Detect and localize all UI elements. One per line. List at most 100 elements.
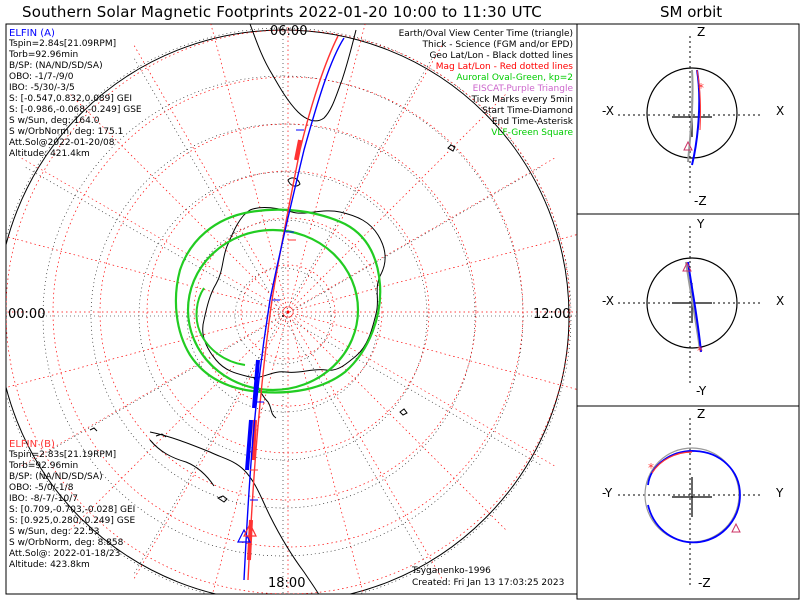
created-timestamp: Created: Fri Jan 13 17:03:25 2023 — [412, 578, 565, 588]
geo-grid — [6, 24, 577, 594]
mag-lon-line — [6, 236, 289, 313]
orbit-panel-3: * — [618, 418, 762, 588]
mag-lon-line — [287, 311, 508, 532]
elfin-b-name: ELFIN (B) — [9, 439, 55, 450]
hour-label-left: 00:00 — [8, 307, 46, 322]
elfin-b-info-line: IBO: -8/-7/-10/7 — [9, 494, 78, 504]
island-east-2 — [447, 144, 456, 152]
africa-coastline — [249, 24, 357, 122]
elfin-b-info-line: Torb=92.96min — [9, 461, 79, 471]
elfin-a-info-line: B/SP: (NA/ND/SD/SA) — [9, 61, 103, 71]
elfin-a-ticks — [250, 129, 304, 501]
elfin-a-info-line: S w/OrbNorm, deg: 175.1 — [9, 127, 124, 137]
elfin-a-info-line: S: [-0.986,-0.068,-0.249] GSE — [9, 105, 142, 115]
elfin-b-info-line: S: [0.925,0.280,-0.249] GSE — [9, 516, 136, 526]
elfin-a-science — [245, 359, 260, 471]
elfin-b-info-line: Att.Sol@: 2022-01-18/23 — [9, 549, 121, 559]
elfin-a-info-line: Att.Sol@2022-01-20/08 — [9, 138, 115, 148]
elfin-b-info: ELFIN (B) Tspin=2.83s[21.19RPM] Torb=92.9… — [9, 439, 135, 571]
island-falklands — [216, 495, 228, 503]
panel2-left-label: -X — [602, 294, 614, 308]
island-kerguelen — [287, 177, 301, 187]
antarctica-coastline — [202, 206, 386, 379]
auroral-oval-inner — [186, 228, 360, 392]
svg-text:*: * — [648, 461, 654, 475]
elfin-b-ticks — [250, 239, 296, 471]
panel3-left-label: -Y — [602, 486, 613, 500]
legend-entry: Auroral Oval-Green, kp=2 — [456, 73, 573, 83]
panel1-bottom-label: -Z — [694, 194, 707, 208]
legend-entry: Earth/Oval View Center Time (triangle) — [398, 29, 573, 39]
panel1-top-label: Z — [697, 25, 706, 39]
orbit-panel-2-frame — [576, 213, 800, 407]
elfin-b-info-line: Tspin=2.83s[21.19RPM] — [9, 450, 117, 460]
panel2-right-label: X — [776, 294, 785, 308]
elfin-a-lines: Tspin=2.84s[21.09RPM] Torb=92.96min B/SP: … — [9, 39, 142, 160]
orbit-panel-2: * — [618, 226, 762, 384]
hour-label-bottom: 18:00 — [268, 576, 306, 591]
mag-lon-line — [6, 311, 289, 388]
elfin-b-info-line: OBO: -5/0/-1/8 — [9, 483, 74, 493]
elfin-b-info-line: S: [0.709,-0.703,-0.028] GEI — [9, 505, 136, 515]
south-america-coastline — [149, 431, 320, 594]
elfin-a-info-line: S: [-0.547,0.832,0.089] GEI — [9, 94, 133, 104]
orbit-panel-1-frame — [576, 23, 800, 215]
panel3-bottom-label: -Z — [698, 576, 711, 590]
mag-lat-circle — [240, 264, 336, 360]
map-legend: Earth/Oval View Center Time (triangle) Th… — [399, 29, 573, 139]
elfin-b-info-line: B/SP: (NA/ND/SD/SA) — [9, 472, 103, 482]
panel2-top-label: Y — [697, 217, 705, 231]
geo-lon-line — [282, 315, 543, 467]
hour-label-right: 12:00 — [533, 307, 571, 322]
elfin-a-info-line: OBO: -1/7-/9/0 — [9, 72, 74, 82]
geo-lon-line — [282, 315, 434, 576]
legend-entry: EISCAT-Purple Triangle — [472, 84, 573, 94]
legend-entry: Start Time-Diamond — [482, 106, 573, 116]
orbit-panel-3-frame — [576, 405, 800, 600]
elfin-b-info-line: S w/OrbNorm, deg: 8.858 — [9, 538, 124, 548]
tierra-del-fuego — [149, 439, 215, 487]
elfin-a-info: ELFIN (A) Tspin=2.84s[21.09RPM] Torb=92.9… — [9, 28, 142, 160]
island-west — [89, 427, 98, 432]
elfin-a-info-line: Tspin=2.84s[21.09RPM] — [9, 39, 117, 49]
panel1-right-label: X — [776, 104, 785, 118]
elfin-a-track — [243, 37, 345, 581]
mag-lon-line — [287, 156, 557, 313]
mag-lon-line — [287, 311, 557, 468]
panel3-right-label: Y — [776, 486, 784, 500]
panel3-top-label: Z — [697, 407, 706, 421]
model-credit: Tsyganenko-1996 — [412, 566, 491, 576]
legend-entry: Geo Lat/Lon - Black dotted lines — [429, 51, 573, 61]
auroral-oval-dayside — [195, 287, 246, 366]
earth-circle-1 — [646, 67, 738, 159]
sm-orbit-title: SM orbit — [660, 3, 723, 21]
elfin-a-info-line: Altitude: 421.4km — [9, 149, 90, 159]
elfin-a-name: ELFIN (A) — [9, 28, 55, 39]
figure-title: Southern Solar Magnetic Footprints 2022-… — [22, 3, 542, 21]
auroral-oval-outer — [174, 208, 382, 394]
mag-lon-line — [210, 24, 289, 313]
legend-entry: Thick - Science (FGM and/or EPD) — [422, 40, 573, 50]
elfin-b-science — [247, 139, 302, 561]
hour-label-top: 06:00 — [270, 24, 308, 39]
elfin-b-lines: Tspin=2.83s[21.19RPM] Torb=92.96min B/SP: … — [9, 450, 135, 571]
orbit-panel-1: * — [618, 36, 762, 194]
panel1-left-label: -X — [602, 104, 614, 118]
elfin-b-info-line: S w/Sun, deg: 22.53 — [9, 527, 100, 537]
mag-lat-circle — [99, 123, 477, 501]
geo-lon-line — [132, 56, 284, 317]
elfin-a-info-line: Torb=92.96min — [9, 50, 79, 60]
elfin-a-info-line: IBO: -5/30/-3/5 — [9, 83, 75, 93]
elfin-b-triangle — [243, 522, 257, 537]
svg-text:*: * — [698, 81, 704, 95]
elfin-a-info-line: S w/Sun, deg: 164.0 — [9, 116, 100, 126]
geo-lon-line — [282, 165, 543, 317]
mag-lon-line — [287, 234, 577, 313]
legend-entry: End Time-Asterisk — [491, 117, 573, 127]
geo-lon-line — [23, 165, 284, 317]
legend-entry: Mag Lat/Lon - Red dotted lines — [435, 62, 573, 72]
elfin-b-info-line: Altitude: 423.8km — [9, 560, 90, 570]
mag-lon-line — [132, 43, 289, 313]
svg-text:*: * — [697, 344, 703, 358]
